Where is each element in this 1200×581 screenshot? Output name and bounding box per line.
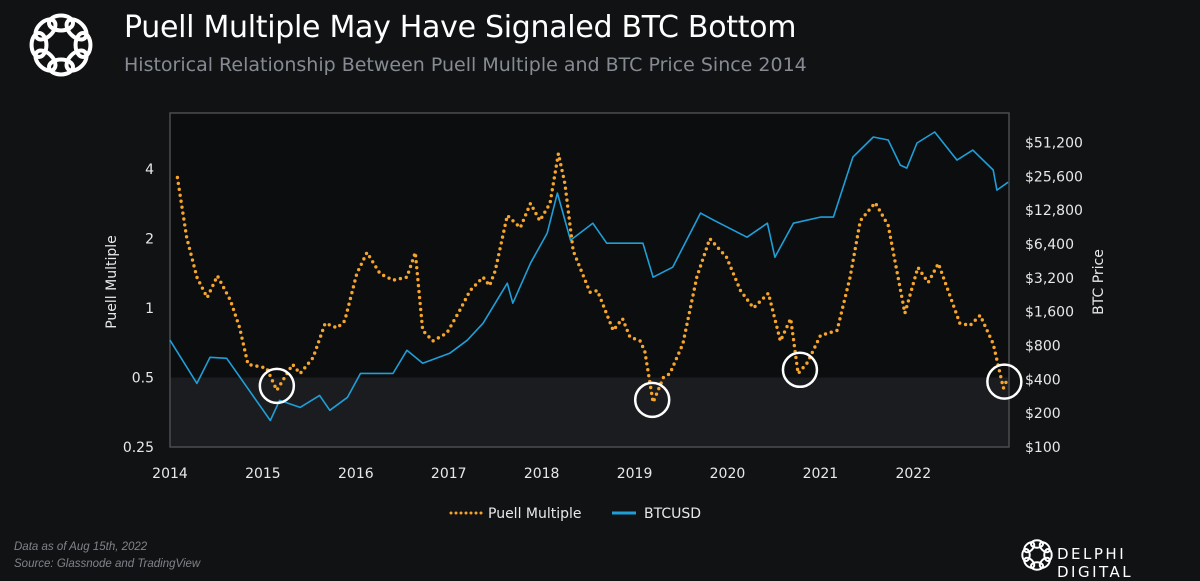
logo-loop xyxy=(1030,561,1044,571)
y-right-tick-label: $3,200 xyxy=(1025,271,1074,287)
x-tick-label: 2014 xyxy=(152,466,188,482)
legend-btc-label: BTCUSD xyxy=(644,506,701,522)
y-right-tick-label: $25,600 xyxy=(1025,169,1083,185)
logo-loop xyxy=(1043,548,1053,562)
logo-loop xyxy=(1038,541,1051,554)
y-right-tick-label: $1,600 xyxy=(1025,305,1074,321)
y-right-tick-label: $51,200 xyxy=(1025,135,1083,151)
header-logo-icon xyxy=(29,13,93,77)
y-right-tick-label: $12,800 xyxy=(1025,203,1083,219)
x-tick-label: 2021 xyxy=(803,466,839,482)
x-tick-label: 2020 xyxy=(710,466,746,482)
y-left-tick-label: 0.5 xyxy=(132,371,154,387)
logo-loop xyxy=(73,31,93,59)
logo-loop xyxy=(47,57,75,77)
legend-puell-label: Puell Multiple xyxy=(488,506,582,522)
y-right-tick-label: $6,400 xyxy=(1025,237,1074,253)
x-tick-label: 2017 xyxy=(431,466,467,482)
brand-logo-icon xyxy=(1021,539,1053,571)
y-left-tick-label: 4 xyxy=(145,162,154,178)
y-left-tick-label: 0.25 xyxy=(123,440,154,456)
puell-multiple-line xyxy=(175,151,1010,405)
btcusd-line xyxy=(169,131,1009,422)
plot-area xyxy=(170,113,1009,447)
x-tick-label: 2016 xyxy=(338,466,374,482)
logo-loop xyxy=(33,48,58,73)
bottom-highlight-circle xyxy=(986,363,1023,400)
x-tick-label: 2018 xyxy=(524,466,560,482)
y-left-axis-label: Puell Multiple xyxy=(104,235,120,329)
logo-loop xyxy=(1038,556,1051,569)
x-tick-label: 2019 xyxy=(617,466,653,482)
y-left-tick-label: 1 xyxy=(145,301,154,317)
y-right-tick-label: $100 xyxy=(1025,440,1061,456)
logo-loop xyxy=(29,31,49,59)
data-date-note: Data as of Aug 15th, 2022 xyxy=(14,541,148,553)
source-note: Source: Glassnode and TradingView xyxy=(14,558,201,570)
logo-loop xyxy=(64,17,89,42)
y-left-tick-label: 2 xyxy=(145,232,154,248)
y-right-axis-label: BTC Price xyxy=(1091,249,1107,315)
legend: Puell Multiple BTCUSD xyxy=(449,506,701,522)
chart-subtitle: Historical Relationship Between Puell Mu… xyxy=(124,54,807,76)
logo-loop xyxy=(47,13,75,33)
bottom-highlight-circle xyxy=(633,381,671,419)
chart-title: Puell Multiple May Have Signaled BTC Bot… xyxy=(124,10,797,45)
logo-loop xyxy=(1021,548,1031,562)
y-right-tick-label: $200 xyxy=(1025,406,1061,422)
logo-loop xyxy=(64,48,89,73)
plot-border xyxy=(169,112,1010,448)
bottom-highlight-circle xyxy=(258,367,296,405)
brand-name: DELPHI DIGITAL xyxy=(1057,545,1134,581)
x-tick-label: 2015 xyxy=(245,466,281,482)
logo-loop xyxy=(1023,541,1036,554)
bottom-highlight-circle xyxy=(781,351,819,389)
x-tick-label: 2022 xyxy=(895,466,931,482)
logo-loop xyxy=(33,17,58,42)
logo-loop xyxy=(1023,556,1036,569)
y-right-tick-label: $800 xyxy=(1025,338,1061,354)
y-right-tick-label: $400 xyxy=(1025,372,1061,388)
logo-loop xyxy=(1030,539,1044,549)
shaded-zone xyxy=(170,377,1009,447)
